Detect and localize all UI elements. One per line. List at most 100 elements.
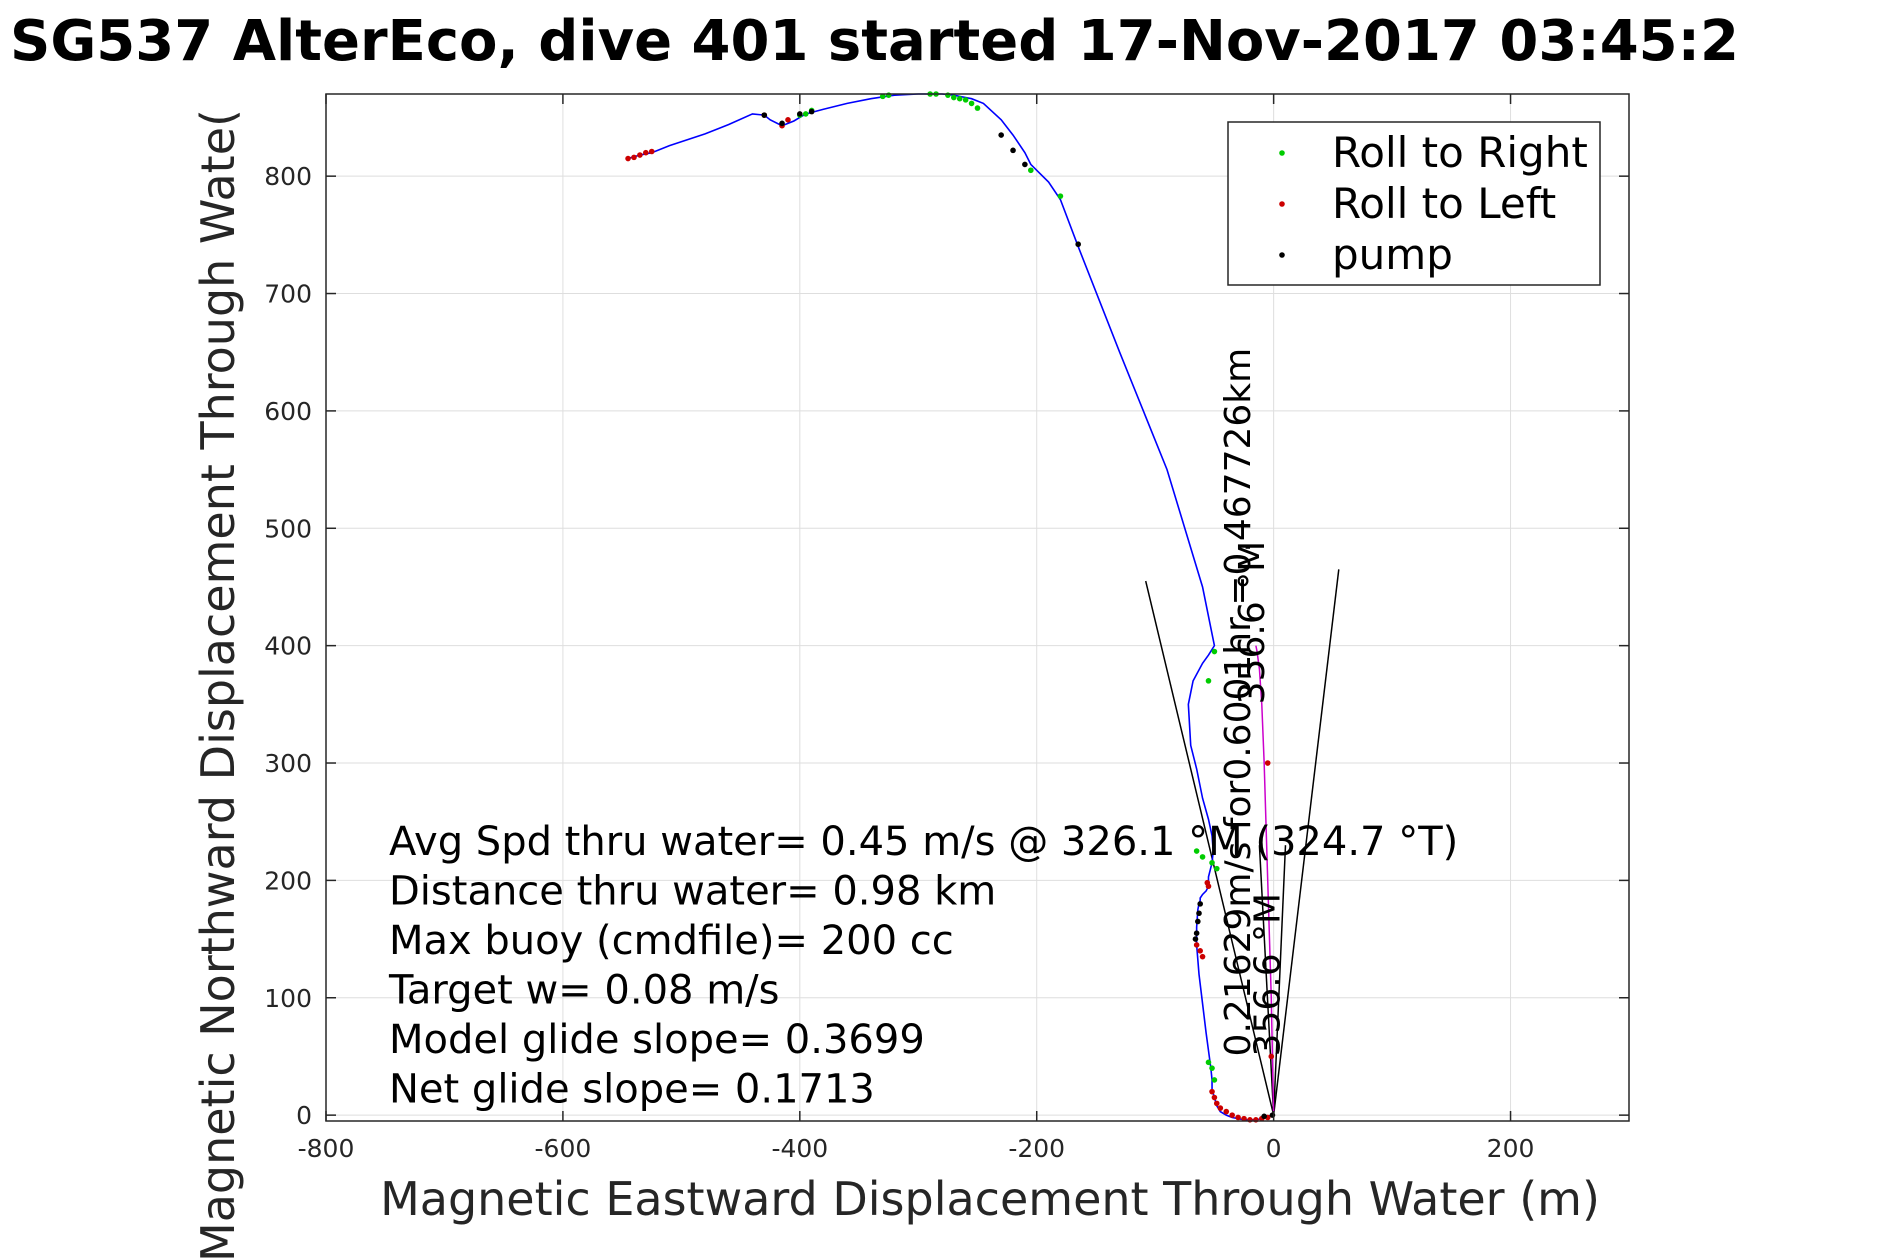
heading-cone-line — [1258, 845, 1275, 1116]
roll-to-right-point — [951, 94, 957, 101]
roll-to-left-point — [785, 117, 791, 123]
tick-labels: -800 -600 -400 -200 0 200 0 100 200 300 400 500 600 7… — [264, 94, 1629, 1163]
y-tick-label: 600 — [264, 397, 312, 426]
roll-to-left-point — [1223, 1108, 1230, 1115]
roll-to-right-point — [1209, 1065, 1215, 1071]
y-tick-label: 0 — [296, 1101, 312, 1130]
roll-to-left-point — [637, 152, 643, 158]
stat-line: Target w= 0.08 m/s — [388, 968, 779, 1014]
roll-to-right-point — [962, 97, 969, 103]
heading-cone-line — [1272, 845, 1287, 1116]
pump-point — [1269, 1112, 1276, 1118]
legend-marker — [1279, 252, 1285, 258]
x-tick-label: -800 — [298, 1134, 355, 1163]
y-tick-label: 200 — [264, 866, 312, 895]
roll-to-left-point — [648, 148, 655, 155]
y-tick-label: 300 — [264, 749, 312, 778]
pump-point — [1196, 910, 1202, 917]
pump-point — [1197, 901, 1203, 907]
roll-to-left-point — [1253, 1117, 1259, 1123]
x-axis-label: Magnetic Eastward Displacement Through W… — [380, 1172, 1600, 1226]
stat-line: Net glide slope= 0.1713 — [389, 1067, 875, 1113]
pump-point — [797, 111, 803, 117]
y-tick-label: 700 — [264, 280, 312, 309]
vector-annotation: 356.6 °M — [1248, 893, 1289, 1057]
roll-to-left-point — [1264, 760, 1271, 766]
legend-marker — [1279, 150, 1285, 156]
roll-to-left-point — [1247, 1117, 1253, 1123]
roll-to-left-point — [625, 155, 631, 162]
plot-frame — [325, 93, 1630, 1122]
roll-to-right-point — [879, 93, 886, 100]
roll-to-left-point — [1199, 953, 1206, 960]
y-tick-label: 800 — [264, 162, 312, 191]
model-path-line — [1255, 645, 1275, 1116]
roll-to-right-point — [968, 100, 975, 107]
roll-to-right-point — [1209, 859, 1215, 866]
roll-to-left-point — [1229, 1112, 1235, 1118]
heading-cone — [1144, 569, 1340, 1116]
y-axis-label: Magnetic Northward Displacement Through … — [191, 109, 245, 1260]
legend-label: pump — [1332, 230, 1453, 279]
roll-to-right-point — [956, 95, 963, 102]
track-layer — [627, 93, 1275, 1121]
roll-to-left-point — [643, 149, 649, 156]
legend-box — [1227, 121, 1601, 286]
roll-to-right-point — [802, 111, 809, 117]
stat-line: Distance thru water= 0.98 km — [389, 869, 996, 915]
roll-to-left-point — [1268, 1053, 1275, 1060]
pump-point — [779, 120, 785, 127]
pump-point — [761, 112, 768, 118]
roll-to-right-point — [1028, 167, 1034, 174]
annotations: 0.21629m/s for0.6001hr =0.467726km356.6 … — [1218, 348, 1289, 1057]
x-tick-label: 0 — [1266, 1134, 1282, 1163]
pump-point — [1195, 918, 1201, 925]
roll-to-left-point — [1193, 942, 1200, 948]
roll-to-left-point — [1204, 879, 1211, 886]
y-tick-label: 400 — [264, 632, 312, 661]
y-tick-label: 100 — [264, 984, 312, 1013]
roll-to-left-point — [1213, 1100, 1220, 1107]
chart-title: SG537 AlterEco, dive 401 started 17-Nov-… — [10, 9, 1739, 74]
roll-to-right-point — [945, 92, 951, 98]
roll-to-left-point — [1217, 1105, 1224, 1111]
roll-to-left-point — [1209, 1088, 1215, 1095]
pump-point — [1193, 930, 1200, 937]
roll-to-right-point — [1057, 193, 1064, 199]
legend-marker — [1279, 201, 1285, 207]
roll-to-left-point — [1241, 1115, 1247, 1122]
pump-point — [1075, 241, 1081, 248]
vector-annotation: 0.21629m/s for0.6001hr =0.467726km — [1218, 348, 1259, 1057]
y-tick-label: 500 — [264, 514, 312, 543]
stat-line: Model glide slope= 0.3699 — [389, 1017, 925, 1063]
pump-point — [1022, 161, 1028, 168]
legend-label: Roll to Left — [1332, 179, 1556, 228]
roll-to-left-point — [1197, 948, 1203, 954]
x-tick-label: -400 — [771, 1134, 828, 1163]
roll-to-left-point — [631, 154, 637, 161]
glider-track-line — [627, 93, 1274, 1121]
x-tick-label: -200 — [1008, 1134, 1065, 1163]
roll-to-right-point — [1205, 678, 1212, 684]
roll-to-right-point — [974, 105, 981, 111]
pump-point — [1010, 147, 1016, 154]
heading-cone-line — [1272, 569, 1340, 1116]
pump-point — [998, 132, 1004, 138]
roll-to-left-point — [1211, 1094, 1218, 1101]
roll-to-right-point — [1193, 848, 1200, 854]
pump-point — [1261, 1113, 1267, 1120]
roll-to-right-point — [885, 92, 892, 98]
stat-line: Avg Spd thru water= 0.45 m/s @ 326.1 °M … — [389, 819, 1458, 865]
x-tick-label: -600 — [535, 1134, 592, 1163]
roll-to-right-point — [1211, 648, 1218, 655]
legend-label: Roll to Right — [1332, 128, 1588, 177]
pump-point — [1192, 936, 1199, 942]
roll-to-right-point — [1213, 865, 1220, 872]
roll-to-right-point — [1199, 854, 1206, 860]
heading-cone-line — [1144, 580, 1275, 1116]
roll-to-left-point — [1235, 1114, 1241, 1121]
vector-annotation: 356.6 °M — [1232, 541, 1273, 705]
roll-to-right-point — [1205, 1059, 1212, 1066]
